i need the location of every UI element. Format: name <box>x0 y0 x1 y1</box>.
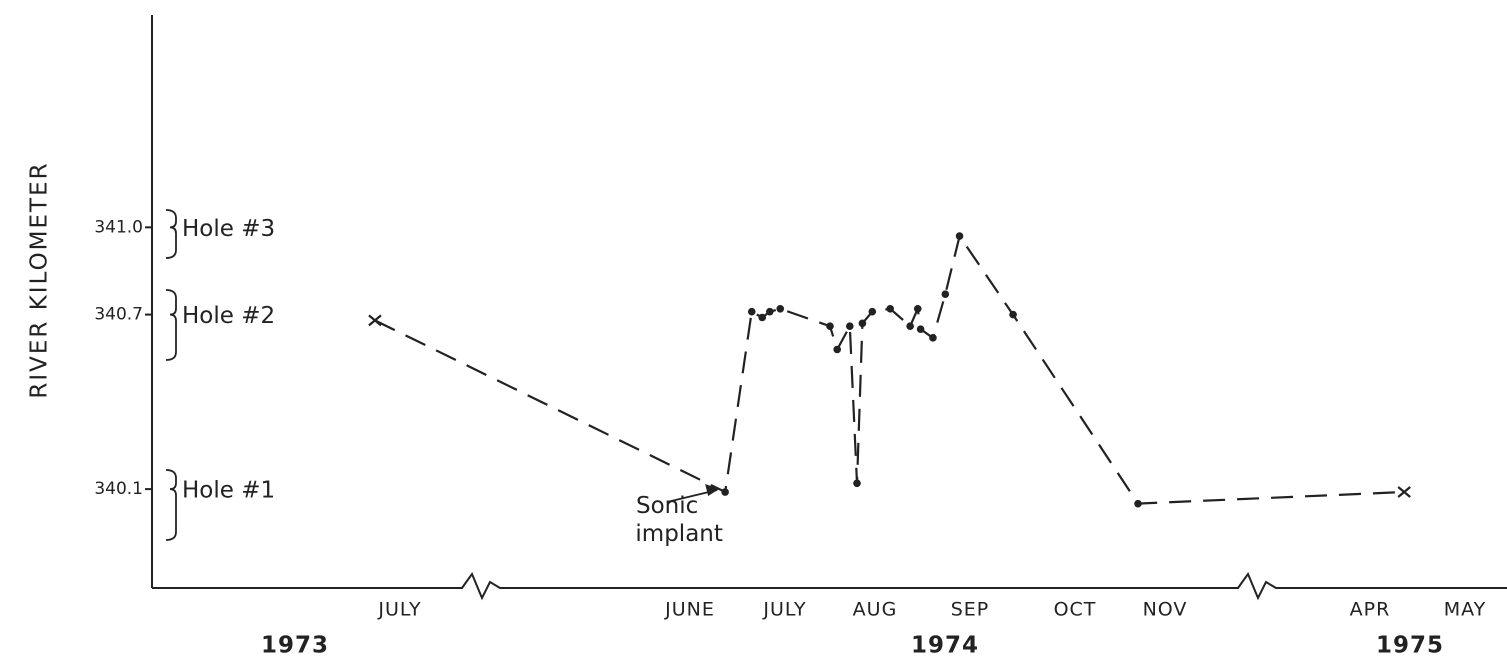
data-point <box>833 345 841 354</box>
hole-brace <box>165 469 177 541</box>
hole-label: Hole #1 <box>182 478 275 504</box>
data-point <box>776 304 785 313</box>
hole-label: Hole #2 <box>182 303 275 329</box>
hole-label: Hole #3 <box>182 216 275 242</box>
data-point <box>941 290 950 299</box>
x-tick-label: JULY <box>377 599 421 621</box>
data-line <box>374 233 1405 505</box>
hole-brace <box>165 289 177 361</box>
hole-brace <box>165 209 177 259</box>
year-label: 1973 <box>261 633 329 659</box>
data-point <box>1134 499 1142 508</box>
data-point <box>1009 310 1017 319</box>
data-point <box>858 319 867 328</box>
x-marker <box>368 314 382 327</box>
x-tick-label: AUG <box>853 599 898 621</box>
year-label: 1974 <box>911 633 979 659</box>
annotation-arrowhead <box>705 484 720 497</box>
x-tick-label: JULY <box>762 599 806 621</box>
data-point <box>868 307 877 316</box>
x-tick-label: JUNE <box>664 599 715 621</box>
annotation: Sonic implant <box>635 493 722 547</box>
data-point <box>906 322 914 331</box>
data-point <box>826 322 834 331</box>
data-point <box>955 232 964 240</box>
y-tick-label: 341.0 <box>94 217 143 237</box>
data-point <box>766 307 774 316</box>
y-axis-label: RIVER KILOMETER <box>27 161 53 398</box>
x-tick-label: NOV <box>1143 599 1188 621</box>
x-tick-label: MAY <box>1444 599 1487 621</box>
data-point <box>846 322 854 331</box>
y-tick-label: 340.7 <box>94 305 143 325</box>
data-point <box>929 334 937 342</box>
data-point <box>758 313 766 322</box>
x-axis <box>152 571 1507 601</box>
data-point <box>747 307 756 316</box>
x-marker <box>1397 486 1411 498</box>
data-point <box>913 304 922 313</box>
data-point <box>886 304 894 313</box>
data-point <box>853 479 861 488</box>
x-tick-label: SEP <box>951 599 990 621</box>
x-tick-label: OCT <box>1054 599 1097 621</box>
data-point <box>916 325 925 333</box>
year-label: 1975 <box>1376 633 1444 659</box>
y-tick-label: 340.1 <box>94 479 143 499</box>
data-point <box>721 488 729 496</box>
x-tick-label: APR <box>1350 599 1391 621</box>
